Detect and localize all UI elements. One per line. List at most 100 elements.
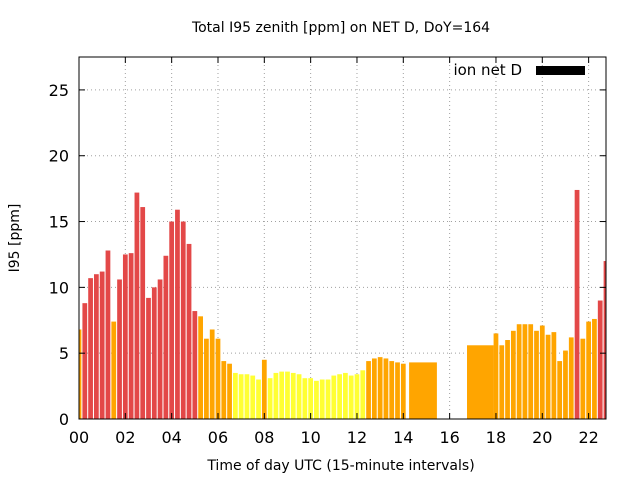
y-axis-label: I95 [ppm]: [7, 204, 23, 273]
y-tick-label: 5: [59, 344, 69, 363]
bar: [215, 338, 221, 419]
bar: [395, 362, 400, 419]
bar: [204, 338, 209, 419]
y-tick-label: 15: [49, 213, 69, 232]
x-tick-label: 22: [578, 428, 598, 447]
bar: [302, 378, 308, 419]
bar: [267, 378, 273, 419]
bar: [209, 329, 215, 419]
bar: [557, 361, 563, 419]
bar: [308, 378, 314, 419]
y-tick-label: 10: [49, 278, 69, 297]
bar: [360, 370, 366, 419]
y-tick-label: 0: [59, 410, 69, 429]
bar: [261, 359, 267, 419]
bar: [505, 340, 510, 419]
bar: [510, 330, 516, 419]
bar: [93, 274, 99, 419]
bar: [105, 250, 111, 419]
bar: [279, 371, 285, 419]
bar: [186, 243, 192, 419]
x-tick-label: 16: [439, 428, 459, 447]
bar: [325, 379, 331, 419]
x-axis-label: Time of day UTC (15-minute intervals): [206, 458, 474, 474]
x-tick-label: 00: [69, 428, 89, 447]
bar: [290, 372, 296, 419]
bar: [348, 375, 354, 419]
axis-ticks: 00 02 04 06 08 10 12 14 16 18 20 22 0 5 10 15 20 25: [49, 57, 606, 447]
bar: [568, 337, 574, 419]
bar: [146, 297, 151, 419]
bar: [534, 330, 539, 419]
x-tick-label: 18: [486, 428, 506, 447]
bar: [99, 271, 105, 419]
bar: [169, 221, 175, 419]
bar: [528, 324, 534, 419]
bar: [256, 379, 261, 419]
bar: [117, 279, 122, 419]
bar: [539, 325, 545, 419]
x-tick-label: 20: [532, 428, 552, 447]
bar: [343, 372, 348, 419]
bar: [331, 375, 337, 419]
bar: [597, 300, 603, 419]
bar: [337, 374, 342, 419]
bar: [516, 324, 522, 419]
bar: [383, 358, 389, 419]
bar: [551, 332, 557, 419]
bar: [79, 329, 82, 419]
bar: [285, 371, 290, 419]
x-tick-label: 06: [208, 428, 228, 447]
bar: [238, 374, 244, 419]
bar: [227, 363, 232, 419]
bar: [493, 333, 499, 419]
bar: [232, 372, 238, 419]
bar: [175, 209, 180, 419]
plot-frame: [78, 56, 607, 420]
bar: [467, 345, 494, 419]
bar: [319, 379, 325, 419]
bar: [592, 318, 597, 419]
bar: [366, 361, 371, 419]
chart-title: Total I95 zenith [ppm] on NET D, DoY=164: [191, 20, 490, 36]
bar: [82, 303, 88, 419]
x-tick-label: 12: [347, 428, 367, 447]
bar: [180, 221, 186, 419]
bar: [198, 316, 203, 419]
x-tick-label: 04: [161, 428, 181, 447]
bar: [296, 374, 302, 419]
legend-label: ion net D: [453, 61, 522, 79]
bar: [221, 361, 227, 419]
bar: [389, 361, 395, 419]
bar: [409, 362, 437, 419]
bar: [192, 311, 198, 419]
bar: [140, 207, 146, 419]
bar: [122, 254, 128, 419]
bar: [499, 345, 505, 419]
bar-series: [79, 189, 606, 419]
legend-swatch: [536, 66, 585, 75]
bar: [157, 279, 163, 419]
bar: [163, 255, 169, 419]
bar: [273, 372, 279, 419]
bar: [250, 375, 256, 419]
bar: [586, 321, 592, 419]
bar: [400, 363, 406, 419]
x-tick-label: 02: [115, 428, 135, 447]
bar: [244, 374, 250, 419]
bar: [371, 358, 377, 419]
x-tick-label: 08: [254, 428, 274, 447]
bar: [134, 192, 140, 419]
bar: [563, 350, 568, 419]
x-tick-label: 10: [300, 428, 320, 447]
bar: [377, 357, 383, 419]
y-tick-label: 25: [49, 81, 69, 100]
bar: [545, 334, 551, 419]
x-tick-label: 14: [393, 428, 413, 447]
bar: [354, 374, 360, 419]
bar: [111, 321, 117, 419]
bar: [151, 287, 157, 419]
bar: [574, 189, 580, 419]
bar: [128, 253, 134, 419]
